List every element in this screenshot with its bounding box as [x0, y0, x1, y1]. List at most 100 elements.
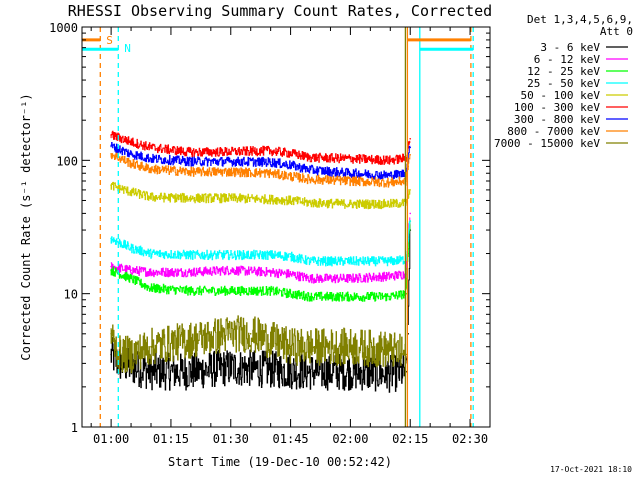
data-point	[309, 156, 312, 159]
data-point	[389, 373, 392, 375]
legend-label: 300 - 800 keV	[514, 113, 600, 126]
data-point	[230, 333, 232, 335]
series-line	[110, 220, 411, 302]
legend-label: 50 - 100 keV	[521, 89, 601, 102]
y-tick-label: 10	[64, 288, 78, 302]
data-point	[389, 181, 392, 184]
generated-timestamp: 17-Oct-2021 18:10	[550, 465, 632, 474]
data-point	[150, 252, 152, 255]
data-point	[309, 295, 312, 298]
series-line	[110, 223, 411, 393]
data-point	[150, 370, 152, 373]
data-point	[230, 160, 232, 163]
data-point	[150, 345, 152, 348]
data-point	[289, 255, 292, 258]
series-group	[110, 130, 412, 393]
legend-label: 7000 - 15000 keV	[494, 137, 600, 150]
data-point	[190, 370, 192, 373]
data-point	[130, 162, 132, 165]
series-line	[110, 130, 411, 165]
data-point	[349, 180, 352, 182]
x-tick-label: 01:30	[213, 432, 249, 446]
data-point	[309, 277, 312, 280]
data-point	[190, 290, 192, 292]
data-point	[309, 202, 312, 204]
data-point	[269, 254, 272, 256]
data-point	[230, 290, 232, 292]
data-point	[389, 260, 392, 263]
axes-group: 1 10 100 1000 01:00 01:15 01:30 01:45 02:00 02:15…	[49, 21, 491, 446]
data-point	[349, 157, 352, 160]
series-line	[110, 217, 411, 284]
flag-label: S	[106, 34, 113, 47]
data-point	[110, 353, 112, 356]
data-point	[230, 150, 232, 153]
data-point	[289, 345, 292, 348]
data-point	[190, 254, 192, 256]
data-point	[389, 203, 392, 205]
series-line	[110, 152, 411, 188]
data-point	[230, 366, 232, 369]
data-point	[110, 269, 112, 272]
data-point	[409, 212, 412, 215]
data-point	[269, 198, 272, 201]
data-point	[110, 145, 112, 147]
data-point	[389, 275, 392, 278]
data-point	[230, 197, 232, 199]
y-tick-label: 1	[71, 421, 78, 435]
series-line	[110, 142, 411, 181]
series-line	[110, 315, 406, 374]
data-point	[269, 172, 272, 175]
data-point	[150, 168, 152, 170]
data-point	[110, 153, 112, 155]
data-point	[110, 134, 112, 136]
legend-label: 12 - 25 keV	[527, 65, 600, 78]
data-point	[190, 339, 192, 341]
data-point	[309, 260, 312, 263]
data-point	[289, 292, 292, 295]
data-point	[130, 353, 132, 356]
data-point	[150, 287, 152, 289]
data-point	[349, 345, 352, 348]
data-point	[349, 370, 352, 373]
data-point	[409, 138, 412, 140]
x-tick-label: 02:00	[332, 432, 368, 446]
data-point	[190, 151, 192, 153]
data-point	[289, 164, 292, 166]
data-point	[150, 157, 152, 160]
data-point	[289, 273, 292, 276]
data-point	[230, 269, 232, 272]
data-point	[110, 265, 112, 268]
data-point	[130, 191, 132, 193]
data-point	[389, 348, 392, 351]
data-point	[130, 153, 132, 155]
data-point	[389, 295, 392, 298]
data-point	[289, 199, 292, 202]
data-point	[230, 254, 232, 256]
data-point	[190, 160, 192, 163]
data-point	[309, 370, 312, 373]
legend-header-line: Att 0	[599, 25, 633, 38]
data-point	[349, 277, 352, 280]
y-tick-label: 100	[56, 154, 78, 168]
data-point	[349, 203, 352, 205]
legend-label: 100 - 300 keV	[514, 101, 600, 114]
data-point	[269, 161, 272, 163]
data-point	[110, 333, 112, 335]
data-point	[110, 184, 112, 187]
data-point	[130, 269, 132, 272]
legend-label: 3 - 6 keV	[540, 41, 600, 54]
data-point	[409, 146, 412, 149]
data-point	[150, 196, 152, 198]
legend-header-line: Det 1,3,4,5,6,9,	[527, 13, 633, 26]
data-point	[150, 271, 152, 274]
legend-label: 6 - 12 keV	[534, 53, 601, 66]
series-line	[110, 181, 411, 210]
x-tick-label: 01:45	[273, 432, 309, 446]
x-tick-label: 01:00	[93, 432, 129, 446]
legend-header: Det 1,3,4,5,6,9, Att 0	[493, 14, 633, 38]
flag-label: N	[124, 42, 131, 55]
data-point	[249, 333, 252, 335]
data-point	[409, 154, 412, 156]
